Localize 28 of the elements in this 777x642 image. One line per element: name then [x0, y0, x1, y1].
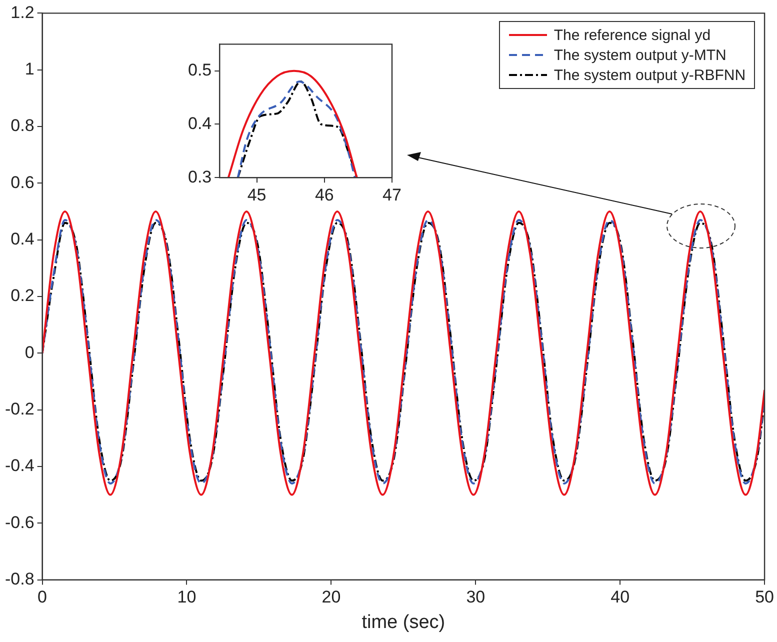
x-tick-label: 47 [382, 185, 402, 204]
y-tick-label: 0.6 [10, 172, 34, 192]
y-tick-label: 0.2 [10, 286, 34, 306]
line-series [227, 70, 358, 178]
y-tick-label: -0.2 [4, 400, 34, 419]
x-tick-label: 40 [610, 588, 630, 607]
x-tick-label: 20 [322, 588, 341, 607]
y-tick-label: 0.8 [10, 116, 34, 136]
y-tick-label: 0 [24, 342, 34, 362]
x-tick-label: 50 [755, 588, 774, 607]
y-tick-label: 0.5 [188, 60, 212, 80]
legend-label: The system output y-RBFNN [554, 66, 746, 84]
x-tick-label: 30 [466, 588, 486, 607]
x-tick-label: 46 [314, 185, 334, 204]
x-tick-label: 10 [177, 588, 196, 607]
legend-label: The reference signal yd [554, 26, 711, 44]
x-tick-label: 0 [38, 588, 48, 607]
y-tick-label: -0.6 [4, 512, 34, 532]
x-axis-title: time (sec) [362, 612, 446, 633]
y-tick-label: 0.4 [188, 114, 212, 133]
legend-label: The system output y-MTN [554, 46, 726, 64]
y-tick-label: -0.8 [4, 569, 34, 588]
y-tick-label: 0.3 [188, 167, 212, 186]
y-tick-label: -0.4 [4, 456, 34, 476]
y-tick-label: 1.2 [10, 2, 34, 22]
x-tick-label: 45 [247, 185, 266, 204]
y-tick-label: 1 [24, 60, 34, 79]
y-tick-label: 0.4 [10, 230, 34, 249]
